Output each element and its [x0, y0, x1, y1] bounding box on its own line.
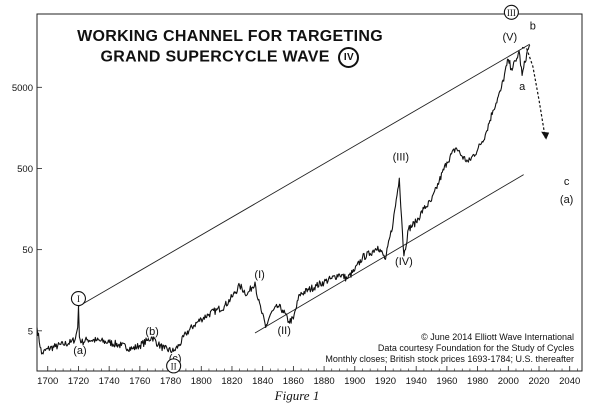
y-tick-label: 5000 [12, 83, 33, 94]
y-tick-label: 5 [28, 326, 33, 337]
x-tick-label: 2040 [559, 376, 580, 387]
data-description-note: Monthly closes; British stock prices 169… [325, 354, 574, 364]
chart-title-line1: WORKING CHANNEL FOR TARGETING [77, 28, 383, 45]
x-tick-label: 1700 [37, 376, 58, 387]
x-tick-label: 2000 [498, 376, 519, 387]
wave-label: (IV) [395, 256, 413, 268]
x-tick-label: 1820 [221, 376, 242, 387]
x-tick-label: 1780 [160, 376, 181, 387]
x-tick-label: 1980 [467, 376, 488, 387]
x-tick-label: 1860 [283, 376, 304, 387]
y-tick-label: 50 [22, 245, 33, 256]
x-tick-label: 1880 [314, 376, 335, 387]
wave-label: (I) [254, 269, 264, 281]
wave-circle-marker [166, 358, 182, 374]
price-series-line [36, 44, 531, 355]
chart-title-text: GRAND SUPERCYCLE WAVE [100, 48, 330, 66]
wave-label: c [564, 176, 570, 188]
wave-label: b [530, 20, 536, 32]
x-tick-label: 1900 [344, 376, 365, 387]
data-source-note: Data courtesy Foundation for the Study o… [377, 343, 574, 353]
x-tick-label: 1760 [129, 376, 150, 387]
plot-frame [36, 13, 583, 372]
x-tick-label: 1800 [191, 376, 212, 387]
x-tick-label: 1920 [375, 376, 396, 387]
wave-label: (V) [503, 32, 518, 44]
wave-label: (II) [277, 325, 290, 337]
copyright-note: © June 2014 Elliott Wave International [421, 332, 574, 342]
wave-label: (a) [560, 194, 573, 206]
x-tick-label: 1720 [68, 376, 89, 387]
wave-label: (a) [73, 345, 86, 357]
x-tick-label: 2020 [528, 376, 549, 387]
x-tick-label: 1940 [406, 376, 427, 387]
projection-arrowhead [541, 131, 550, 140]
wave-four-circle-label: IV [338, 47, 360, 68]
wave-label: III [507, 8, 516, 18]
figure-caption: Figure 1 [274, 388, 320, 403]
wave-label: (b) [145, 326, 158, 338]
wave-label: (III) [393, 152, 410, 164]
lower-channel-line [254, 174, 524, 334]
y-tick-label: 500 [17, 164, 33, 175]
wave-circle-marker [503, 4, 519, 20]
projection-dotted-path [521, 46, 546, 138]
x-tick-label: 1960 [436, 376, 457, 387]
wave-label: II [171, 361, 177, 371]
x-tick-label: 1840 [252, 376, 273, 387]
wave-label: a [519, 81, 526, 93]
chart-title-line2: GRAND SUPERCYCLE WAVE IV [50, 47, 410, 68]
wave-label: I [77, 294, 80, 304]
x-tick-label: 1740 [99, 376, 120, 387]
upper-channel-line [78, 43, 531, 307]
wave-circle-marker [70, 290, 87, 307]
